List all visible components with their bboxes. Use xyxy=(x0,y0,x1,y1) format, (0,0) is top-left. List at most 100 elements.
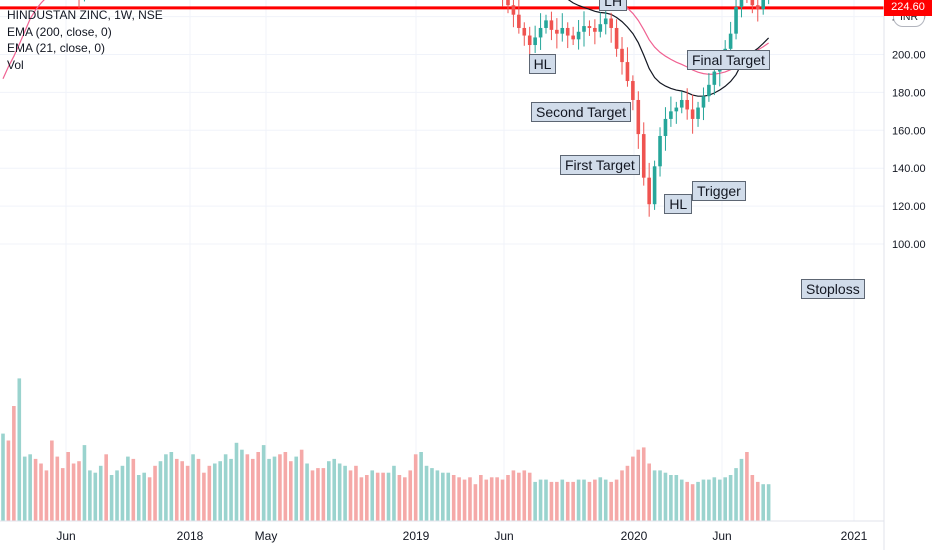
candle-body[interactable] xyxy=(609,18,613,28)
candle-body[interactable] xyxy=(647,177,651,205)
volume-bar xyxy=(381,472,385,521)
level-label-stoploss[interactable]: Stoploss xyxy=(801,279,865,299)
candle-body[interactable] xyxy=(663,118,668,136)
candle-body[interactable] xyxy=(707,84,711,97)
candle-body[interactable] xyxy=(538,27,543,38)
candle-body[interactable] xyxy=(712,71,717,85)
candle-body[interactable] xyxy=(728,33,733,49)
candle-body[interactable] xyxy=(517,14,521,28)
candle-body[interactable] xyxy=(625,62,630,82)
volume-bar xyxy=(674,475,679,521)
candle-body[interactable] xyxy=(614,27,619,49)
volume-bar xyxy=(120,465,125,521)
volume-bar xyxy=(506,475,510,521)
candle-body[interactable] xyxy=(658,135,662,167)
candle-body[interactable] xyxy=(506,0,510,6)
price-tick-label: 100.00 xyxy=(892,239,926,251)
volume-bar xyxy=(701,479,706,521)
candle-body[interactable] xyxy=(674,107,679,112)
volume-bar xyxy=(500,479,505,521)
candle-body[interactable] xyxy=(560,27,565,34)
volume-bar xyxy=(734,468,738,521)
volume-bar xyxy=(745,452,749,521)
candle-body[interactable] xyxy=(555,29,559,34)
volume-bar xyxy=(717,479,722,521)
volume-bar xyxy=(544,479,548,521)
time-axis[interactable]: Jun 2018 May 2019 Jun 2020 Jun 2021 xyxy=(56,529,867,543)
volume-bar xyxy=(641,447,646,521)
time-tick-label: Jun xyxy=(494,529,513,543)
volume-bar xyxy=(603,479,608,521)
grid-lines xyxy=(0,0,884,521)
candle-body[interactable] xyxy=(696,107,700,119)
volume-bar xyxy=(620,470,624,521)
volume-bar xyxy=(750,475,755,521)
volume-bar xyxy=(598,477,603,521)
candle-body[interactable] xyxy=(669,111,673,119)
candle-body[interactable] xyxy=(587,26,592,28)
swing-label-lh[interactable]: LH xyxy=(599,0,628,12)
candle-body[interactable] xyxy=(631,81,635,100)
candle-body[interactable] xyxy=(522,27,527,36)
candle-body[interactable] xyxy=(598,24,603,32)
volume-bar xyxy=(126,456,130,521)
chart-legend: HINDUSTAN ZINC, 1W, NSE EMA (200, close,… xyxy=(7,7,163,73)
candle-body[interactable] xyxy=(636,99,641,135)
candle-body[interactable] xyxy=(533,37,537,46)
volume-bar xyxy=(169,452,174,521)
candle-body[interactable] xyxy=(527,35,532,46)
ema200-legend[interactable]: EMA (200, close, 0) xyxy=(7,24,112,39)
candle-body[interactable] xyxy=(701,96,706,108)
candle-body[interactable] xyxy=(685,99,689,110)
candle-body[interactable] xyxy=(593,27,597,32)
volume-bar xyxy=(571,481,575,521)
ema200-path xyxy=(2,0,769,80)
level-label-first-target[interactable]: First Target xyxy=(560,155,640,175)
candle-body[interactable] xyxy=(544,20,548,28)
candle-body[interactable] xyxy=(679,99,684,108)
volume-bar xyxy=(240,449,244,521)
candle-body[interactable] xyxy=(603,18,608,25)
candle-body[interactable] xyxy=(582,26,586,32)
volume-bar xyxy=(153,465,157,521)
ema21-legend[interactable]: EMA (21, close, 0) xyxy=(7,41,106,55)
candle-body[interactable] xyxy=(761,0,765,10)
candle-body[interactable] xyxy=(755,5,760,10)
volume-bar xyxy=(527,472,532,521)
candle-body[interactable] xyxy=(576,31,581,40)
candlesticks[interactable] xyxy=(1,0,770,217)
volume-bar xyxy=(549,481,554,521)
level-label-second-target[interactable]: Second Target xyxy=(531,102,632,122)
candle-body[interactable] xyxy=(734,7,738,34)
candle-body[interactable] xyxy=(549,20,554,30)
volume-bar xyxy=(392,465,396,521)
volume-bar xyxy=(761,484,765,521)
volume-bar xyxy=(451,475,456,521)
swing-label-hl[interactable]: HL xyxy=(528,53,557,74)
time-tick-label: May xyxy=(255,529,278,543)
candle-body[interactable] xyxy=(652,166,657,205)
candle-body[interactable] xyxy=(739,0,744,8)
volume-bar xyxy=(33,458,38,521)
candle-body[interactable] xyxy=(641,134,646,178)
level-label-final-target[interactable]: Final Target xyxy=(687,50,770,70)
volume-legend[interactable]: Vol xyxy=(7,57,24,72)
symbol-title[interactable]: HINDUSTAN ZINC, 1W, NSE xyxy=(7,8,163,22)
volume-bar xyxy=(17,378,22,521)
candle-body[interactable] xyxy=(511,5,516,15)
price-axis[interactable]: 100.00120.00140.00160.00180.00200.00220.… xyxy=(892,12,926,251)
swing-label-hl[interactable]: HL xyxy=(664,194,693,215)
level-label-trigger[interactable]: Trigger xyxy=(692,181,746,201)
volume-bar xyxy=(479,475,483,521)
candle-body[interactable] xyxy=(750,0,755,6)
volume-bar xyxy=(462,479,467,521)
time-tick-label: 2018 xyxy=(177,529,204,543)
volume-bar xyxy=(93,472,98,521)
volume-bar xyxy=(202,472,206,521)
candle-body[interactable] xyxy=(565,27,570,36)
volume-bar xyxy=(560,479,565,521)
candle-body[interactable] xyxy=(620,48,624,63)
candle-body[interactable] xyxy=(690,109,695,119)
candle-body[interactable] xyxy=(571,35,575,40)
